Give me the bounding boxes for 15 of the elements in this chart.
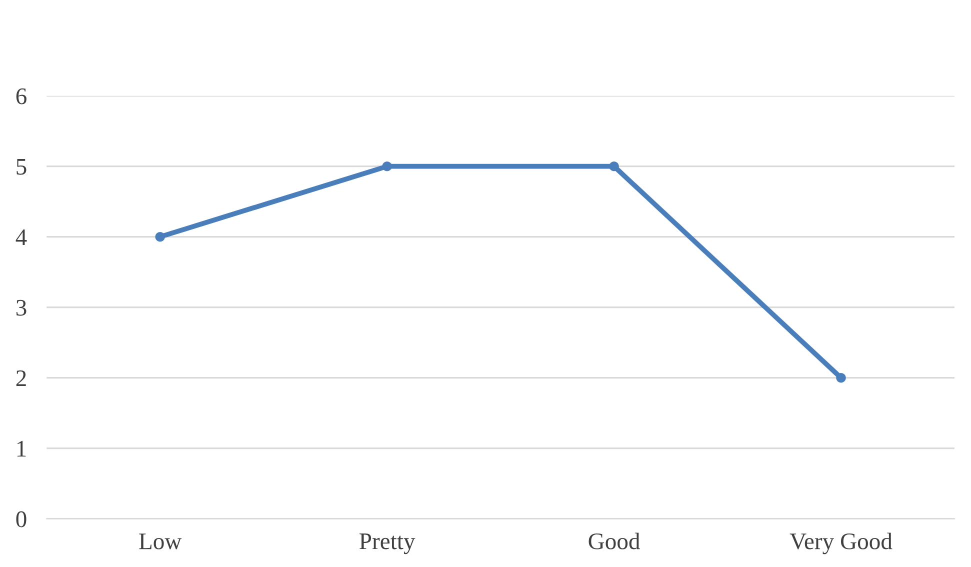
x-tick-label: Low [139,534,182,550]
point [382,161,392,172]
point [836,372,846,383]
y-tick-label: 6 [16,88,26,104]
x-tick-label: Very Good [790,532,892,554]
y-tick-label: 3 [16,300,26,316]
x-tick-label: Pretty [360,534,416,554]
x-tick-label: Good [588,532,640,550]
y-tick-label: 5 [16,159,26,175]
point [609,161,619,172]
y-tick-label: 0 [16,511,26,528]
y-tick-label: 4 [16,229,27,246]
y-tick-label: 1 [17,440,26,456]
y-tick-label: 2 [16,370,26,386]
point [155,232,165,242]
